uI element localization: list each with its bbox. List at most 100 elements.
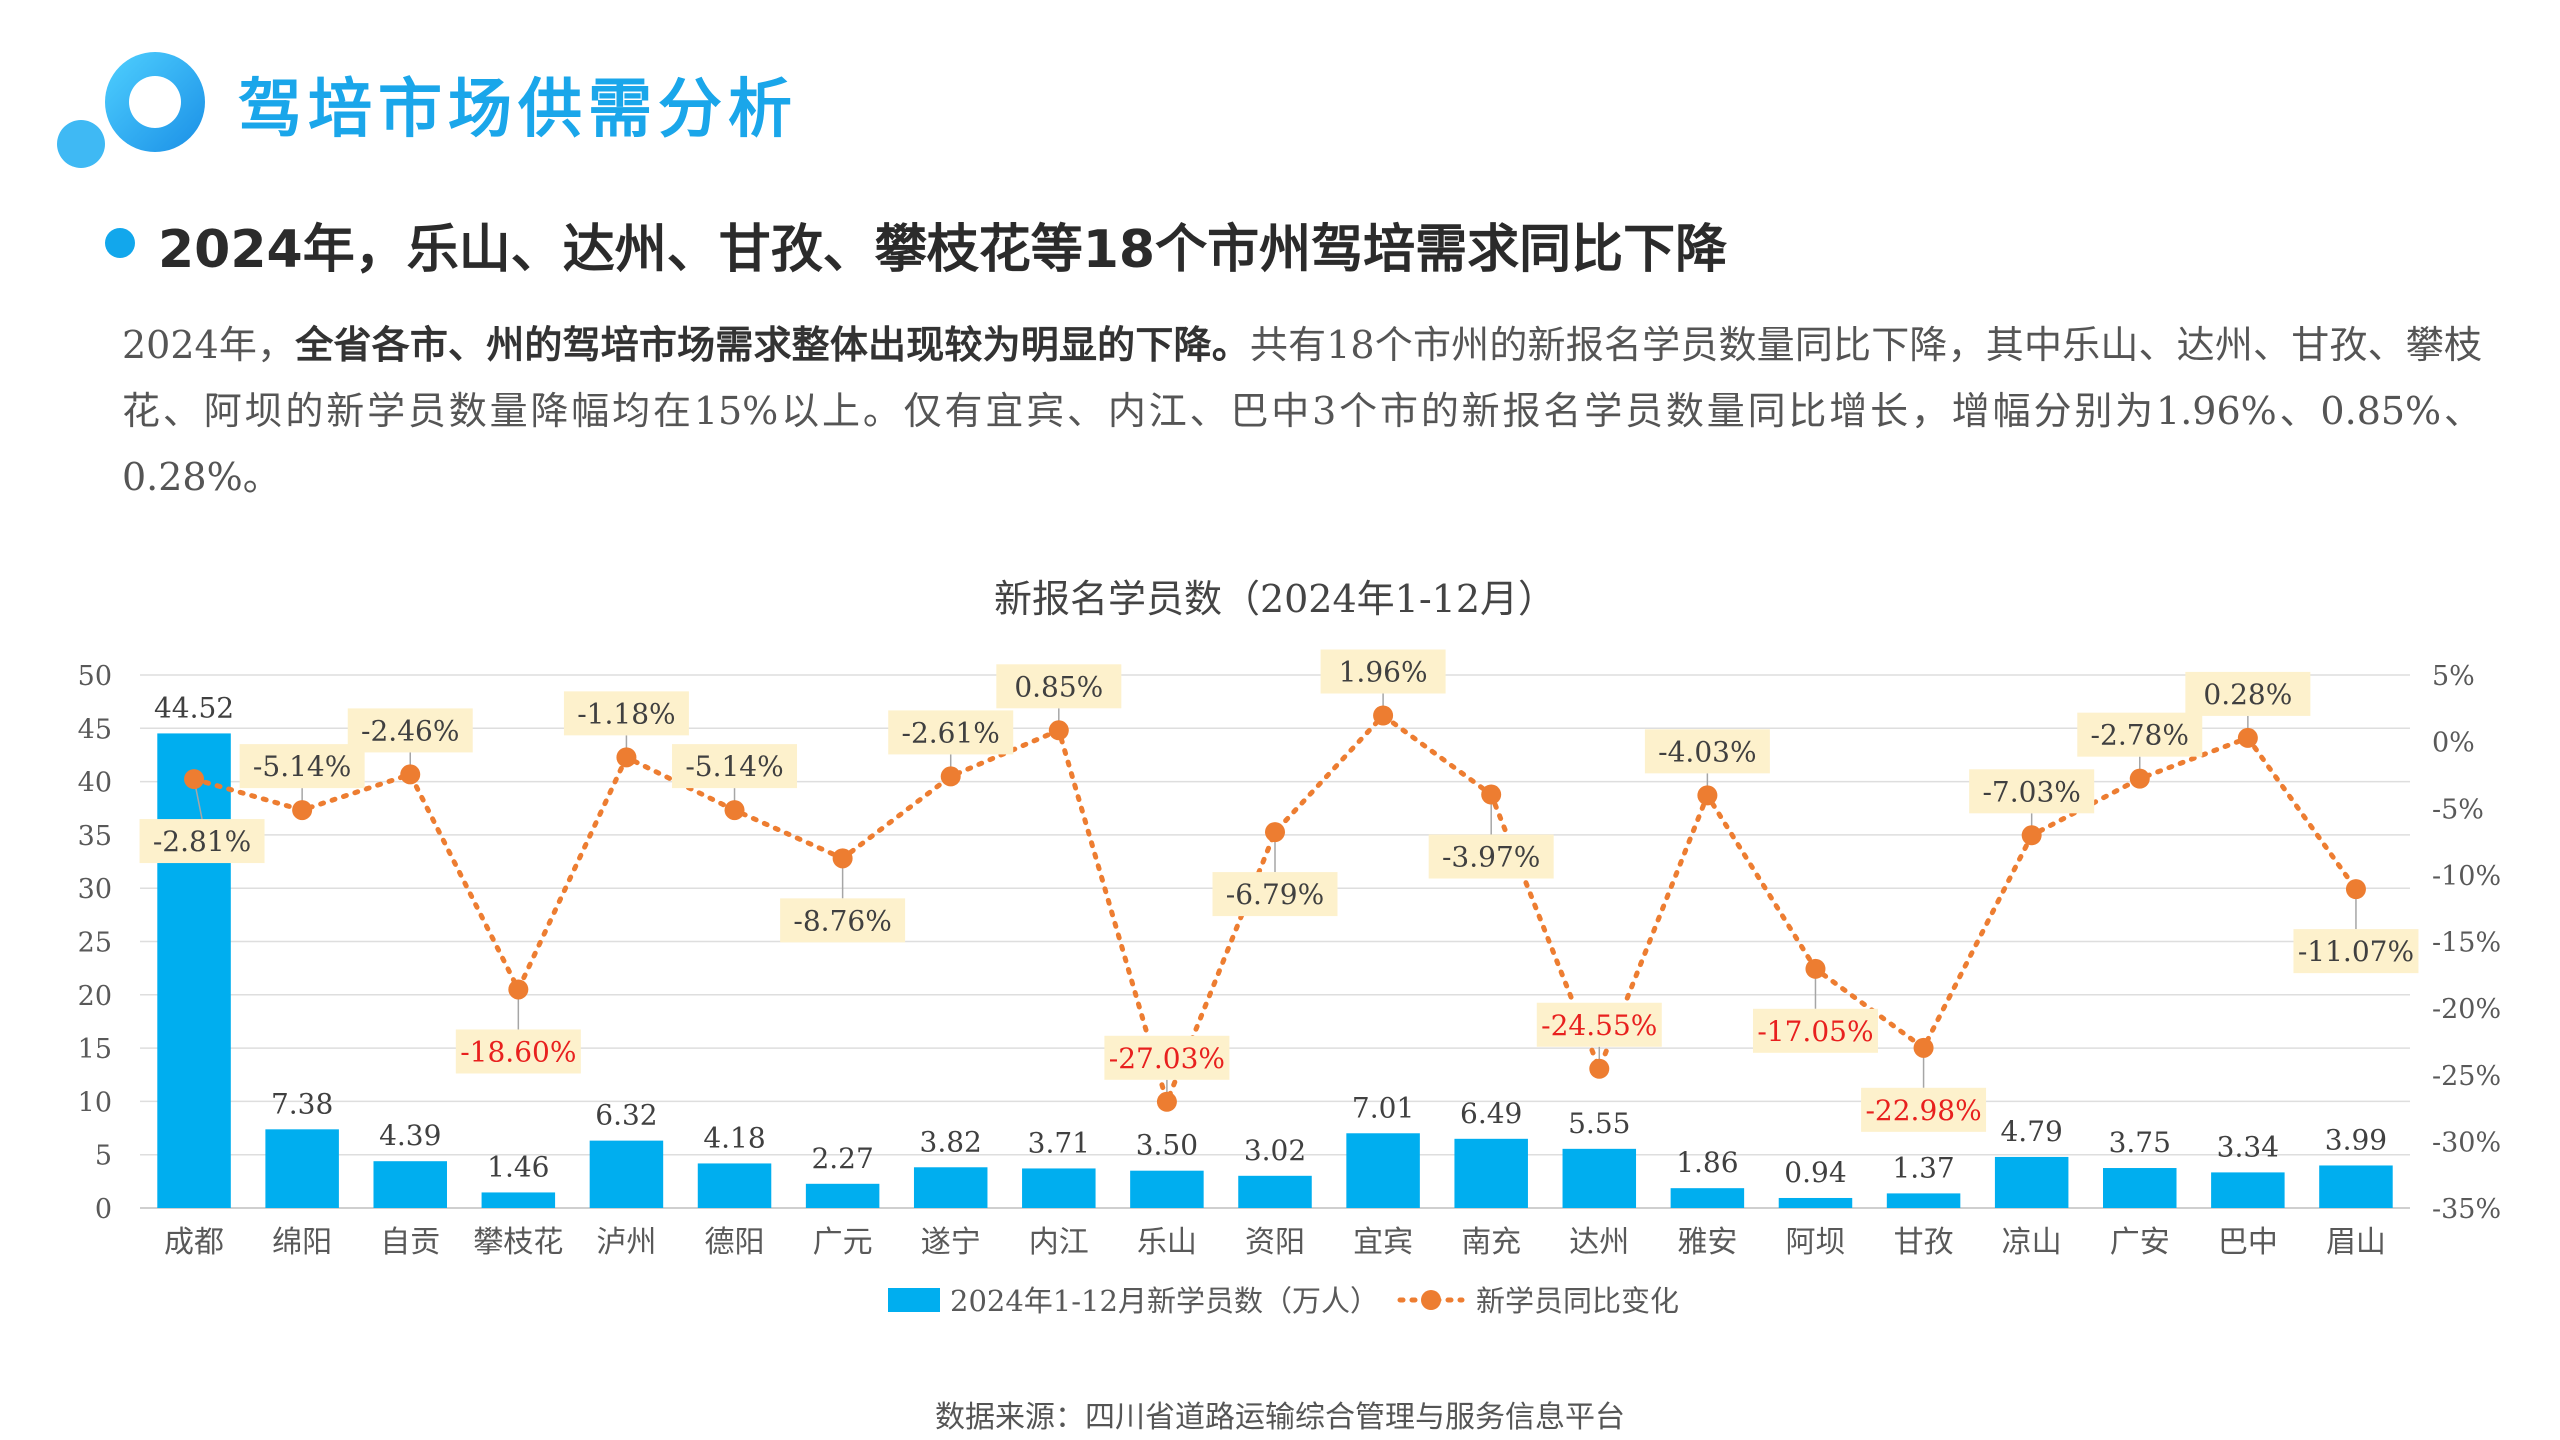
- line-data-label: 0.28%: [2203, 678, 2292, 711]
- bar-data-label: 3.71: [1028, 1126, 1090, 1159]
- bar: [1994, 1156, 2069, 1208]
- legend-label-line: 新学员同比变化: [1476, 1284, 1679, 1318]
- line-point: [508, 979, 529, 1000]
- line-data-label: -7.03%: [1982, 775, 2080, 808]
- x-tick-label: 雅安: [1677, 1225, 1737, 1260]
- combo-chart: 新报名学员数（2024年1-12月） 0 5 10 15 20 25 30 35 40 45 50 -3…: [78, 577, 2502, 1318]
- line-data-label: -6.79%: [1226, 878, 1324, 911]
- bar: [2103, 1168, 2177, 1208]
- chart-title: 新报名学员数（2024年1-12月）: [994, 577, 1556, 621]
- bullet-dot-icon: [105, 228, 135, 258]
- line-point: [1373, 705, 1394, 726]
- line-data-label: -1.18%: [577, 697, 675, 730]
- bar: [1346, 1133, 1420, 1208]
- bar-data-label: 3.50: [1136, 1129, 1198, 1162]
- legend-swatch-marker: [1421, 1290, 1441, 1310]
- y-right-tick-label: -15%: [2432, 928, 2501, 959]
- line-point: [292, 800, 313, 821]
- line-point: [2129, 768, 2150, 789]
- bar-data-label: 6.32: [595, 1099, 657, 1132]
- bar: [805, 1183, 880, 1208]
- line-point: [1481, 784, 1502, 805]
- line-data-label-bg: [1320, 649, 1446, 694]
- line-point: [1589, 1058, 1610, 1079]
- bar: [1670, 1188, 1745, 1208]
- y-left-tick-label: 25: [78, 928, 112, 959]
- line-data-label-bg: [139, 819, 265, 864]
- x-tick-label: 内江: [1029, 1225, 1089, 1260]
- series-line: [191, 712, 2359, 1110]
- bar-data-label: 7.38: [271, 1087, 333, 1120]
- y-right-tick-label: 0%: [2432, 728, 2475, 759]
- line-data-label: -5.14%: [253, 750, 351, 783]
- x-tick-label: 巴中: [2218, 1225, 2278, 1260]
- y-right-tick-label: -25%: [2432, 1061, 2501, 1092]
- line-data-label: 1.96%: [1339, 656, 1428, 689]
- line-point: [1048, 720, 1069, 741]
- line-data-label-bg: [563, 691, 689, 736]
- legend-label-bar: 2024年1-12月新学员数（万人）: [950, 1284, 1379, 1318]
- y-right-tick-label: -35%: [2432, 1194, 2501, 1225]
- x-tick-label: 眉山: [2326, 1225, 2386, 1260]
- y-left-tick-label: 45: [78, 714, 112, 745]
- line-point: [940, 766, 961, 787]
- bar: [1778, 1197, 1853, 1208]
- y-left-tick-label: 0: [95, 1194, 112, 1225]
- line-data-label: 0.85%: [1014, 670, 1103, 703]
- line-point: [1265, 822, 1285, 843]
- line-data-label: -3.97%: [1442, 841, 1540, 874]
- summary-paragraph: 2024年，全省各市、州的驾培市场需求整体出现较为明显的下降。共有18个市州的新…: [122, 312, 2482, 510]
- y-right-tick-label: -10%: [2432, 861, 2501, 892]
- line-data-label: -18.60%: [460, 1035, 576, 1068]
- bar-data-label: 0.94: [1784, 1156, 1846, 1189]
- bar: [481, 1192, 556, 1208]
- chart-container: 新报名学员数（2024年1-12月） 0 5 10 15 20 25 30 35 40 45 50 -3…: [0, 560, 2560, 1410]
- line-data-label: -4.03%: [1658, 735, 1756, 768]
- line-data-label-bg: [1752, 1008, 1878, 1053]
- line-data-label: -5.14%: [685, 750, 783, 783]
- line-point: [1913, 1037, 1934, 1058]
- y-right-tick-label: 5%: [2432, 661, 2475, 692]
- line-data-label-bg: [347, 708, 473, 753]
- line-data-label: -2.78%: [2091, 719, 2189, 752]
- bar-data-label: 4.39: [379, 1119, 441, 1152]
- bar: [265, 1129, 339, 1208]
- bar: [589, 1140, 664, 1208]
- line-data-label-bg: [996, 664, 1122, 709]
- x-tick-label: 德阳: [705, 1225, 765, 1260]
- x-tick-label: 泸州: [596, 1225, 656, 1260]
- line-data-label-bg: [1644, 729, 1770, 774]
- y-left-tick-label: 50: [78, 661, 112, 692]
- x-tick-label: 宜宾: [1353, 1225, 1413, 1260]
- line-data-label: -8.76%: [793, 904, 891, 937]
- line-data-label: -22.98%: [1865, 1094, 1981, 1127]
- line-point: [400, 764, 421, 785]
- bar-data-label: 3.75: [2109, 1126, 2171, 1159]
- bar: [1022, 1168, 1096, 1208]
- line-data-label-bg: [672, 744, 798, 789]
- x-tick-label: 资阳: [1245, 1225, 1305, 1260]
- line-data-label-bg: [1428, 834, 1554, 879]
- line-data-label-bg: [1861, 1087, 1987, 1132]
- y-left-tick-label: 35: [78, 821, 112, 852]
- line-point: [1156, 1091, 1177, 1112]
- page-title: 驾培市场供需分析: [238, 73, 798, 147]
- line-point: [832, 848, 853, 869]
- bar: [157, 733, 231, 1208]
- x-tick-label: 凉山: [2002, 1225, 2062, 1260]
- y-left-tick-label: 30: [78, 874, 112, 905]
- line-data-label: -2.81%: [153, 825, 251, 858]
- line-data-label: -2.46%: [361, 714, 459, 747]
- line-data-label-bg: [455, 1029, 581, 1074]
- line-data-label-bg: [2293, 929, 2419, 974]
- summary-body: 共有18个市州的新报名学员数量同比下降，其中乐山、达州、甘孜、攀枝花、阿坝的新学…: [122, 323, 2482, 499]
- bar-data-label: 3.99: [2325, 1123, 2387, 1156]
- line-data-label: -11.07%: [2298, 935, 2414, 968]
- y-left-tick-label: 40: [78, 768, 112, 799]
- summary-emphasis: 全省各市、州的驾培市场需求整体出现较为明显的下降。: [295, 323, 1250, 367]
- line-data-label-bg: [1212, 872, 1338, 917]
- bar-data-label: 1.86: [1676, 1146, 1738, 1179]
- x-tick-label: 达州: [1569, 1225, 1629, 1260]
- bar-data-label: 3.02: [1244, 1134, 1306, 1167]
- x-tick-label: 广安: [2110, 1225, 2170, 1260]
